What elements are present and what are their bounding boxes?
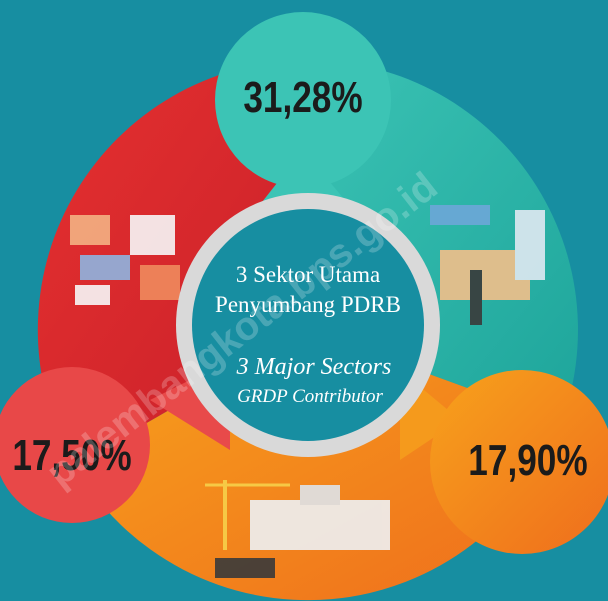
page: 3 Sektor Utama Penyumbang PDRB 3 Major S… xyxy=(0,0,608,601)
center-subtitle: 3 Major Sectors xyxy=(236,354,392,380)
infographic: 3 Sektor Utama Penyumbang PDRB 3 Major S… xyxy=(0,0,608,601)
percentage-label: 17,90% xyxy=(468,436,587,485)
percentage-label: 31,28% xyxy=(243,73,362,122)
center-subtitle: GRDP Contributor xyxy=(237,386,383,407)
